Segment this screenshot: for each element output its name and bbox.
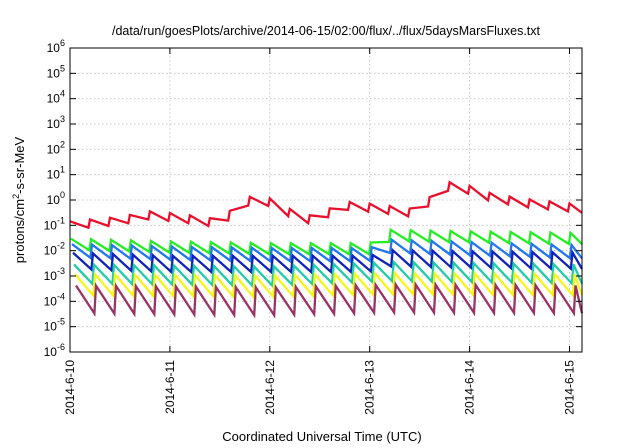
series-line-2 bbox=[70, 227, 583, 257]
y-tick-label: 102 bbox=[47, 139, 65, 156]
y-tick-label: 101 bbox=[47, 165, 65, 182]
y-tick-label: 10-3 bbox=[44, 266, 65, 283]
series-line-7 bbox=[75, 280, 584, 319]
y-tick-label: 105 bbox=[47, 63, 65, 80]
x-tick-label: 2014-6-10 bbox=[63, 360, 77, 415]
series-line-1 bbox=[69, 180, 583, 230]
x-axis-label: Coordinated Universal Time (UTC) bbox=[222, 429, 421, 444]
series-group bbox=[69, 180, 584, 319]
x-tick-label: 2014-6-12 bbox=[263, 360, 277, 415]
x-tick-label: 2014-6-11 bbox=[163, 360, 177, 414]
y-tick-label: 10-5 bbox=[44, 317, 65, 334]
y-tick-label: 100 bbox=[47, 190, 65, 207]
y-tick-label: 104 bbox=[47, 89, 65, 106]
y-tick-label: 106 bbox=[47, 38, 65, 55]
y-axis-label: protons/cm2-s-sr-MeV bbox=[11, 136, 27, 263]
y-tick-label: 10-4 bbox=[44, 291, 65, 308]
y-tick-label: 10-2 bbox=[44, 241, 65, 258]
chart-title: /data/run/goesPlots/archive/2014-06-15/0… bbox=[112, 24, 541, 38]
x-tick-label: 2014-6-14 bbox=[463, 360, 477, 415]
y-tick-label: 10-1 bbox=[44, 215, 65, 232]
y-tick-label: 10-6 bbox=[44, 342, 65, 359]
x-tick-label: 2014-6-13 bbox=[363, 360, 377, 415]
y-tick-label: 103 bbox=[47, 114, 65, 131]
grid bbox=[70, 48, 582, 352]
x-axis-ticks: 2014-6-10 2014-6-11 2014-6-12 2014-6-13 2014… bbox=[63, 48, 577, 415]
series-line-4 bbox=[72, 247, 583, 275]
series-line-5 bbox=[73, 259, 584, 289]
y-axis-ticks: 10-6 10-5 10-4 10-3 10-2 10-1 100 101 102 103 104 1… bbox=[44, 38, 582, 359]
series-line-3 bbox=[71, 237, 583, 264]
series-line-6 bbox=[74, 270, 584, 300]
x-tick-label: 2014-6-15 bbox=[563, 360, 577, 415]
